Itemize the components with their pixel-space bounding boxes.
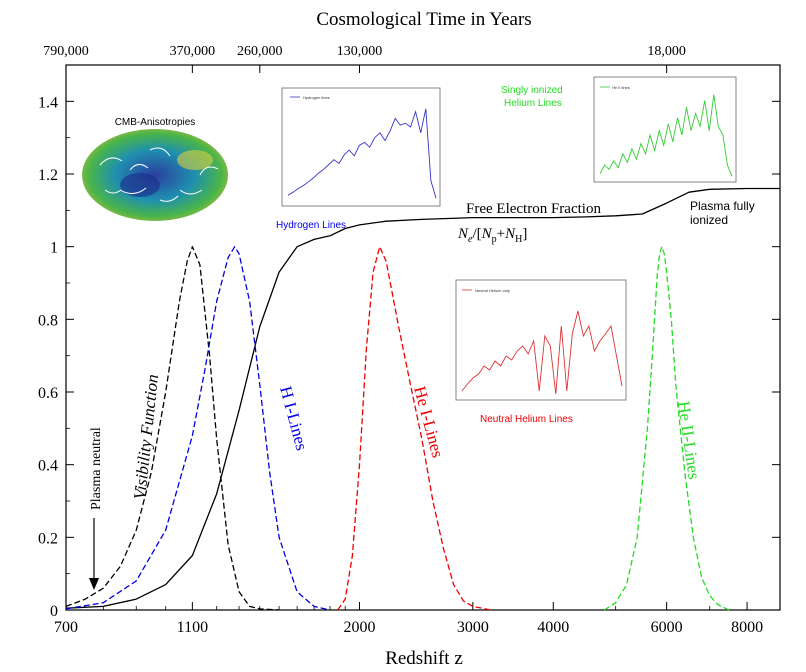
hydrogen-inset-legend: Hydrogen lines — [303, 95, 330, 100]
helium-i-inset-curve — [461, 310, 623, 395]
y-tick-label: 0.2 — [38, 530, 58, 547]
x-tick-label: 8000 — [731, 619, 763, 636]
free-electron-formula: Ne/[Np+NH] — [457, 226, 527, 245]
y-tick-label: 1.2 — [38, 167, 58, 184]
x-tick-label: 4000 — [537, 619, 569, 636]
helium-ii-inset-legend: He II lines — [612, 85, 630, 90]
plasma-neutral-label: Plasma neutral — [89, 427, 104, 510]
helium-i-inset-caption: Neutral Helium Lines — [480, 414, 573, 425]
hydrogen-inset-curve — [287, 108, 437, 199]
he1-lines-label: He I-Lines — [410, 384, 447, 460]
series-line-h-i-lines — [65, 246, 331, 611]
top-tick-label: 370,000 — [170, 44, 216, 59]
cmb-anisotropies-inset: CMB-Anisotropies — [82, 117, 228, 221]
top-tick-label: 130,000 — [337, 44, 383, 59]
plot-frame — [65, 64, 781, 611]
helium-ii-inset-curve — [599, 94, 733, 177]
x-tick-label: 6000 — [651, 619, 683, 636]
helium-i-inset-legend: Neutral Helium only — [475, 288, 510, 293]
cmb-cold-spot — [120, 173, 160, 197]
hydrogen-inset-caption: Hydrogen Lines — [276, 220, 346, 231]
x-tick-label: 3000 — [457, 619, 489, 636]
helium-ii-inset-frame — [593, 76, 737, 183]
top-tick-label: 260,000 — [237, 44, 283, 59]
top-tick-label: 18,000 — [647, 44, 686, 59]
neutral-helium-inset-group: Neutral Helium only Neutral Helium Lines — [455, 279, 627, 425]
y-tick-label: 1.4 — [38, 94, 58, 111]
chart-title: Cosmological Time in Years — [316, 9, 531, 30]
visibility-function-label: Visibility Function — [130, 373, 162, 500]
series-line-free-electron-fraction — [65, 187, 780, 609]
y-axis-ticks: 0 0.2 0.4 0.6 0.8 1 1.2 1.4 — [38, 64, 780, 620]
plasma-neutral-arrow-head — [89, 578, 99, 590]
helium-i-inset-frame — [455, 279, 627, 401]
plasma-ionized-label-2: ionized — [690, 213, 728, 227]
y-tick-label: 1 — [50, 240, 58, 257]
x-tick-label: 2000 — [344, 619, 376, 636]
cmb-sky-map — [82, 129, 228, 221]
x-tick-label: 700 — [54, 619, 78, 636]
series-line-he-i-lines — [337, 246, 492, 611]
x-axis-label: Redshift z — [385, 648, 463, 669]
he2-lines-label: He II-Lines — [674, 400, 704, 481]
hydrogen-lines-inset-group: Hydrogen lines Hydrogen Lines — [276, 87, 441, 231]
hydrogen-inset-frame — [281, 87, 441, 207]
top-tick-label: 790,000 — [43, 44, 89, 59]
x-axis-ticks: 700 1100 2000 3000 4000 6000 8000 — [54, 602, 763, 636]
top-axis-ticks: 790,000 370,000 260,000 130,000 18,000 — [43, 44, 686, 73]
y-tick-label: 0 — [50, 603, 58, 620]
helium-ii-inset-caption-2: Helium Lines — [504, 98, 562, 109]
plasma-ionized-label-1: Plasma fully — [690, 199, 755, 213]
cmb-label: CMB-Anisotropies — [115, 117, 196, 128]
helium-ii-inset-caption-1: Singly ionized — [501, 85, 563, 96]
x-tick-label: 1100 — [177, 619, 208, 636]
h-lines-label: H I-Lines — [276, 384, 311, 452]
series-layer — [65, 187, 780, 611]
cmb-hot-spot — [177, 150, 213, 170]
y-tick-label: 0.6 — [38, 385, 58, 402]
y-tick-label: 0.4 — [38, 458, 58, 475]
series-line-visibility-function — [65, 246, 280, 611]
y-tick-label: 0.8 — [38, 312, 58, 329]
free-electron-label: Free Electron Fraction — [466, 201, 601, 217]
series-line-he-ii-lines — [603, 246, 730, 611]
cmb-polarization-swirls — [99, 147, 219, 202]
singly-ionized-helium-inset-group: He II lines Singly ionized Helium Lines — [501, 76, 737, 183]
